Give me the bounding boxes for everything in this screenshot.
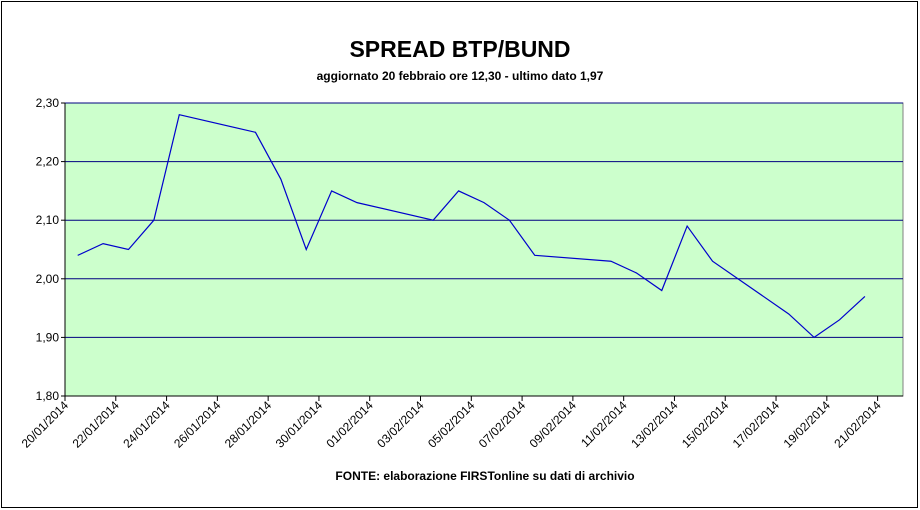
y-tick-label: 2,30	[36, 96, 60, 110]
plot-area	[64, 102, 904, 397]
chart-subtitle: aggiornato 20 febbraio ore 12,30 - ultim…	[317, 69, 604, 83]
y-tick-label: 2,10	[36, 213, 60, 227]
y-tick-label: 1,90	[36, 330, 60, 344]
y-tick-label: 1,80	[36, 389, 60, 403]
y-tick-label: 2,00	[36, 272, 60, 286]
data-line	[77, 114, 866, 339]
y-tick-label: 2,20	[36, 155, 60, 169]
chart-title: SPREAD BTP/BUND	[349, 36, 570, 62]
source-note: FONTE: elaborazione FIRSTonline su dati …	[335, 469, 634, 483]
